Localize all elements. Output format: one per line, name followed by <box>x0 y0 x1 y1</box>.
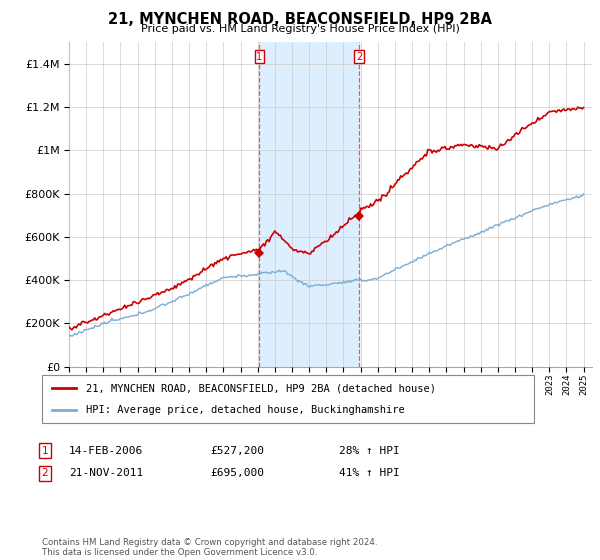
Text: 41% ↑ HPI: 41% ↑ HPI <box>339 468 400 478</box>
Bar <box>259 42 359 367</box>
Text: 1: 1 <box>41 446 49 456</box>
Text: 21-NOV-2011: 21-NOV-2011 <box>69 468 143 478</box>
Text: Contains HM Land Registry data © Crown copyright and database right 2024.
This d: Contains HM Land Registry data © Crown c… <box>42 538 377 557</box>
Text: 28% ↑ HPI: 28% ↑ HPI <box>339 446 400 456</box>
Text: 2: 2 <box>356 52 362 62</box>
Text: 21, MYNCHEN ROAD, BEACONSFIELD, HP9 2BA (detached house): 21, MYNCHEN ROAD, BEACONSFIELD, HP9 2BA … <box>86 383 436 393</box>
Text: 14-FEB-2006: 14-FEB-2006 <box>69 446 143 456</box>
Text: 1: 1 <box>256 52 262 62</box>
FancyBboxPatch shape <box>42 375 534 423</box>
Text: 21, MYNCHEN ROAD, BEACONSFIELD, HP9 2BA: 21, MYNCHEN ROAD, BEACONSFIELD, HP9 2BA <box>108 12 492 27</box>
Text: £527,200: £527,200 <box>210 446 264 456</box>
Text: HPI: Average price, detached house, Buckinghamshire: HPI: Average price, detached house, Buck… <box>86 405 405 415</box>
Text: Price paid vs. HM Land Registry's House Price Index (HPI): Price paid vs. HM Land Registry's House … <box>140 24 460 34</box>
Text: 2: 2 <box>41 468 49 478</box>
Text: £695,000: £695,000 <box>210 468 264 478</box>
